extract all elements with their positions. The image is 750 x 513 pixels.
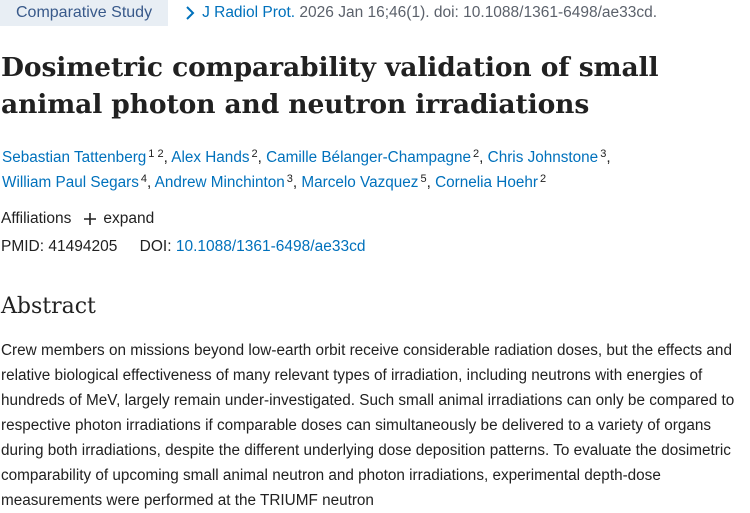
author-link[interactable]: William Paul Segars [2, 174, 139, 191]
author-link[interactable]: Sebastian Tattenberg [2, 149, 147, 166]
citation-details: 2026 Jan 16;46(1). doi: 10.1088/1361-649… [295, 4, 658, 21]
author-link[interactable]: Camille Bélanger-Champagne [266, 149, 472, 166]
author-link[interactable]: Marcelo Vazquez [301, 174, 419, 191]
author-affiliation-refs[interactable]: 5 [420, 173, 427, 185]
author-affiliation-refs[interactable]: 3 [286, 173, 293, 185]
author-link[interactable]: Andrew Minchinton [154, 174, 285, 191]
author-item: Sebastian Tattenberg 1 2 [2, 148, 164, 167]
author-item: William Paul Segars 4 [2, 173, 147, 192]
doi-link[interactable]: 10.1088/1361-6498/ae33cd [175, 238, 366, 255]
author-item: Chris Johnstone 3 [487, 148, 607, 167]
author-affiliation-refs[interactable]: 2 [539, 173, 547, 185]
author-item: Cornelia Hoehr 2 [435, 173, 547, 192]
pmid: PMID: 41494205 [1, 238, 118, 255]
authors-list: Sebastian Tattenberg 1 2, Alex Hands 2, Ca… [2, 148, 611, 192]
author-item: Andrew Minchinton 3 [154, 173, 293, 192]
journal-citation: J Radiol Prot. 2026 Jan 16;46(1). doi: 1… [182, 4, 657, 22]
doi-label: DOI: [139, 238, 172, 255]
abstract-heading: Abstract [1, 294, 96, 319]
author-item: Marcelo Vazquez 5 [301, 173, 427, 192]
author-item: Alex Hands 2 [171, 148, 258, 167]
author-link[interactable]: Chris Johnstone [487, 149, 599, 166]
plus-icon [83, 212, 97, 226]
affiliations-label: Affiliations [1, 210, 72, 227]
expand-label: expand [103, 210, 155, 227]
affiliations-expand-button[interactable]: expand [83, 209, 154, 229]
author-affiliation-refs[interactable]: 2 [251, 148, 258, 160]
author-link[interactable]: Cornelia Hoehr [435, 174, 538, 191]
author-affiliation-refs[interactable]: 4 [140, 173, 147, 185]
article-title: Dosimetric comparability validation of s… [1, 52, 659, 120]
author-affiliation-refs[interactable]: 1 2 [148, 148, 164, 160]
identifiers-row: PMID: 41494205 DOI: 10.1088/1361-6498/ae… [1, 237, 365, 257]
author-affiliation-refs[interactable]: 2 [473, 148, 480, 160]
abstract-text: Crew members on missions beyond low-eart… [1, 342, 735, 509]
chevron-right-icon[interactable] [182, 5, 198, 21]
affiliations-row: Affiliations expand [1, 209, 154, 229]
publication-type-badge: Comparative Study [0, 0, 169, 26]
author-item: Camille Bélanger-Champagne 2 [266, 148, 480, 167]
journal-link[interactable]: J Radiol Prot. [202, 4, 296, 21]
author-affiliation-refs[interactable]: 3 [600, 148, 607, 160]
author-link[interactable]: Alex Hands [171, 149, 250, 166]
citation-bar: Comparative Study J Radiol Prot. 2026 Ja… [0, 0, 657, 26]
